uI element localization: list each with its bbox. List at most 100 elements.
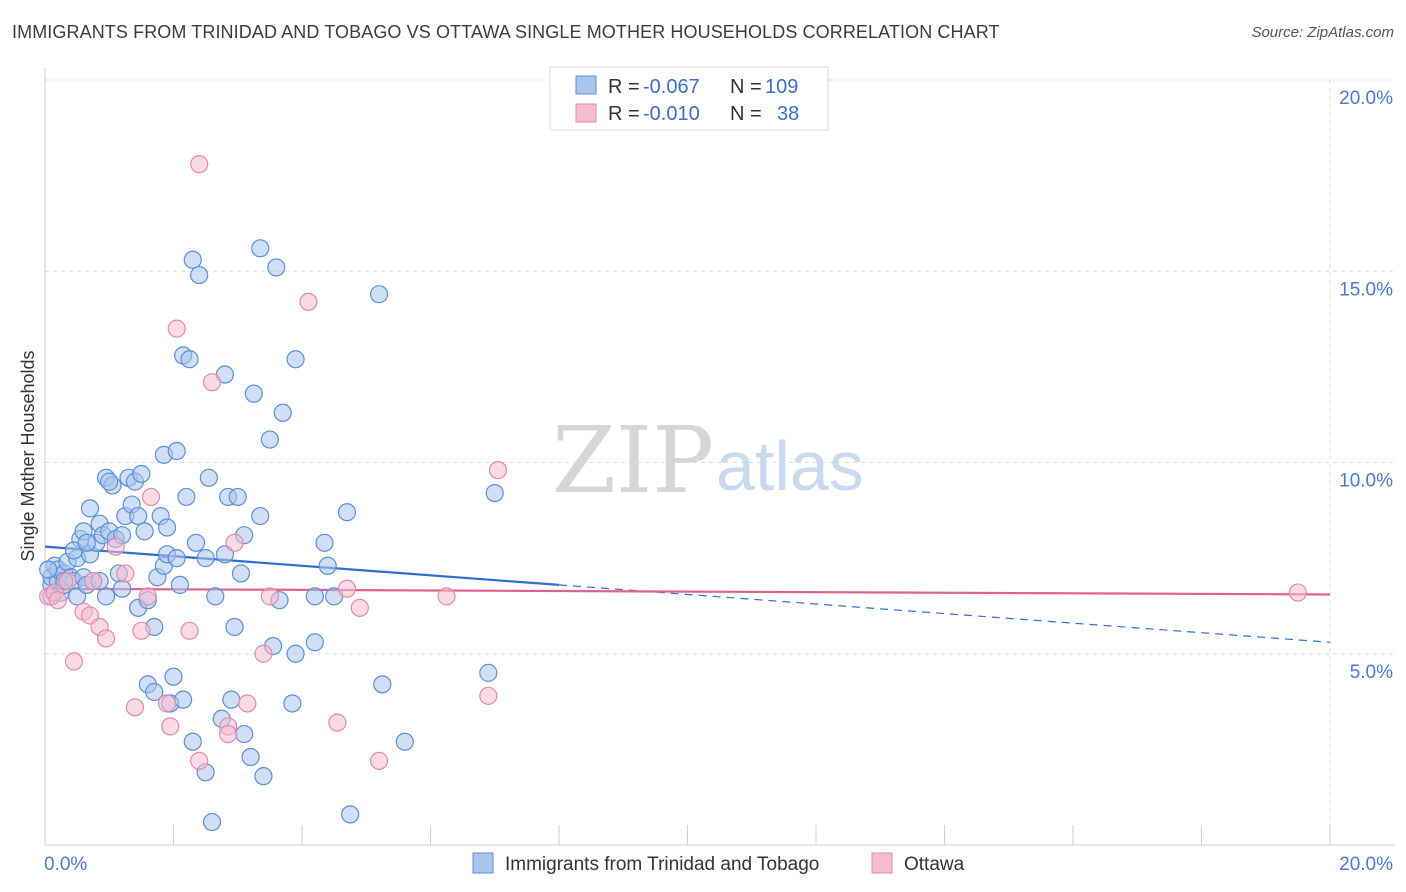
point-trinidad-tobago [129, 506, 148, 526]
legend-r-value-2: -0.010 [643, 103, 700, 125]
point-trinidad-tobago [100, 472, 119, 491]
watermark-zip: ZIP [552, 407, 714, 514]
point-ottawa [219, 724, 238, 744]
point-trinidad-tobago [196, 549, 215, 568]
point-ottawa [132, 621, 151, 640]
point-trinidad-tobago [167, 441, 186, 461]
y-axis-title: Single Mother Households [18, 350, 38, 561]
point-ottawa [225, 533, 244, 552]
legend-r-value-1: -0.067 [643, 76, 700, 98]
point-trinidad-tobago [167, 549, 186, 568]
y-tick-label: 5.0% [1350, 662, 1393, 683]
point-trinidad-tobago [231, 564, 251, 583]
point-ottawa [254, 644, 273, 663]
point-trinidad-tobago [206, 587, 225, 606]
axes [44, 68, 1395, 846]
legend-n-value-1: 109 [765, 76, 798, 98]
trend-line-ottawa [44, 587, 1331, 596]
point-ottawa [161, 717, 180, 736]
point-trinidad-tobago [241, 747, 260, 767]
point-ottawa [167, 319, 186, 338]
source-label: Source: ZipAtlas.com [1251, 24, 1394, 41]
point-ottawa [106, 537, 125, 556]
point-trinidad-tobago [183, 250, 202, 269]
point-trinidad-tobago [373, 675, 392, 694]
legend-n-value-2: 38 [777, 103, 799, 125]
y-tick-label: 20.0% [1339, 88, 1393, 109]
point-trinidad-tobago [80, 499, 100, 518]
y-tick-label: 15.0% [1339, 279, 1393, 300]
point-trinidad-tobago [267, 258, 286, 277]
point-trinidad-tobago [305, 587, 324, 606]
point-trinidad-tobago [337, 503, 357, 522]
series-legend-swatch-pink [871, 852, 893, 874]
point-ottawa [125, 698, 145, 717]
point-trinidad-tobago [370, 285, 389, 304]
watermark: ZIP atlas [552, 407, 864, 514]
point-ottawa [138, 587, 157, 606]
point-ottawa [1288, 583, 1307, 602]
point-ottawa [64, 652, 84, 671]
point-ottawa [48, 591, 67, 610]
point-ottawa [260, 587, 279, 606]
point-trinidad-tobago [273, 403, 292, 422]
point-ottawa [84, 571, 103, 591]
point-ottawa [350, 598, 369, 617]
point-trinidad-tobago [225, 617, 244, 637]
trend-line-trinidad-tobago-projection [558, 584, 1331, 643]
legend-swatch-pink [575, 103, 597, 123]
point-trinidad-tobago [77, 533, 96, 552]
series-legend-label-blue: Immigrants from Trinidad and Tobago [505, 854, 819, 875]
legend-r-label-2: R = [608, 103, 640, 125]
point-trinidad-tobago [157, 518, 177, 537]
point-trinidad-tobago [251, 506, 270, 526]
legend-swatch-blue [575, 75, 597, 95]
point-trinidad-tobago [283, 694, 302, 713]
point-ottawa [202, 373, 222, 392]
point-trinidad-tobago [286, 350, 305, 369]
series-legend-swatch-blue [472, 852, 494, 874]
point-ottawa [190, 155, 209, 174]
point-trinidad-tobago [244, 384, 263, 403]
point-ottawa [328, 713, 347, 732]
point-ottawa [299, 292, 318, 311]
chart-title: IMMIGRANTS FROM TRINIDAD AND TOBAGO VS O… [12, 22, 1000, 42]
stats-legend: R = -0.067 N = 109 R = -0.010 N = 38 [549, 66, 829, 131]
point-trinidad-tobago [135, 522, 154, 541]
data-points [39, 155, 1307, 832]
x-tick-label-max: 20.0% [1339, 854, 1393, 875]
point-trinidad-tobago [395, 732, 414, 751]
point-ottawa [479, 686, 498, 705]
x-tick-label-min: 0.0% [44, 854, 87, 875]
point-ottawa [190, 751, 209, 770]
point-trinidad-tobago [132, 464, 151, 484]
legend-n-label-1: N = [730, 76, 762, 98]
point-trinidad-tobago [305, 633, 324, 652]
point-trinidad-tobago [174, 690, 193, 709]
trend-lines [44, 545, 1331, 643]
point-ottawa [58, 571, 77, 591]
point-trinidad-tobago [341, 805, 360, 824]
point-trinidad-tobago [145, 682, 164, 702]
point-trinidad-tobago [228, 487, 247, 507]
point-trinidad-tobago [222, 690, 241, 709]
point-trinidad-tobago [180, 350, 199, 369]
point-ottawa [96, 629, 116, 648]
point-trinidad-tobago [112, 579, 132, 598]
point-trinidad-tobago [170, 575, 190, 595]
point-trinidad-tobago [485, 484, 504, 503]
point-trinidad-tobago [251, 239, 270, 258]
point-ottawa [116, 564, 135, 583]
point-trinidad-tobago [199, 468, 218, 487]
point-trinidad-tobago [39, 560, 58, 579]
point-trinidad-tobago [286, 644, 305, 663]
legend-r-label-1: R = [608, 76, 640, 98]
point-trinidad-tobago [96, 587, 116, 606]
series-legend: Immigrants from Trinidad and Tobago Otta… [472, 852, 965, 875]
trend-line-trinidad-tobago [44, 545, 560, 586]
point-ottawa [437, 587, 456, 606]
point-trinidad-tobago [318, 556, 337, 575]
point-ottawa [370, 751, 389, 770]
point-ottawa [180, 621, 199, 640]
